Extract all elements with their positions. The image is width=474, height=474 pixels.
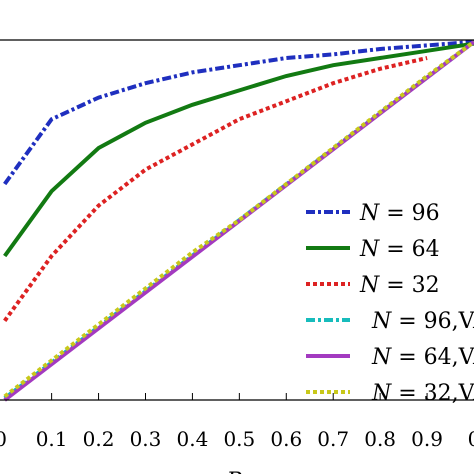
- x-tick-label: 0.8: [364, 427, 396, 451]
- series-line-4: [3, 40, 474, 402]
- x-tick-label: 0.2: [83, 427, 115, 451]
- x-tick-label: 0.6: [270, 427, 302, 451]
- x-tick-label: 0.9: [411, 427, 443, 451]
- axes-layer: 0.1 0.2 0.3 0.4 0.5 0.6 0.7 0.8 0.9 0 0: [0, 39, 474, 451]
- x-axis-label: P: [226, 469, 243, 474]
- legend-label-2: N = 32: [359, 273, 440, 298]
- legend-label-3: N = 96,VA: [371, 309, 474, 334]
- legend: N = 96 N = 64 N = 32 N = 96,VA N = 64,VA N = …: [306, 201, 474, 406]
- x-tick-label: 0.7: [317, 427, 349, 451]
- x-tick-label: 0.4: [177, 427, 209, 451]
- legend-label-4: N = 64,VA: [371, 345, 474, 370]
- x-tick-label: 0.3: [130, 427, 162, 451]
- x-tick-label: 0.5: [223, 427, 255, 451]
- x-tick-label-edge: 0: [468, 427, 474, 451]
- legend-label-1: N = 64: [359, 237, 440, 262]
- series-layer: [3, 39, 474, 402]
- series-line-2: [3, 56, 428, 322]
- x-tick-label: 0.1: [36, 427, 68, 451]
- series-line-0: [3, 39, 474, 186]
- series-line-1: [3, 41, 474, 258]
- legend-label-5: N = 32,VA: [371, 381, 474, 406]
- legend-label-0: N = 96: [359, 201, 440, 226]
- x-tick-label-edge: 0: [0, 427, 7, 451]
- series-line-5: [3, 40, 474, 398]
